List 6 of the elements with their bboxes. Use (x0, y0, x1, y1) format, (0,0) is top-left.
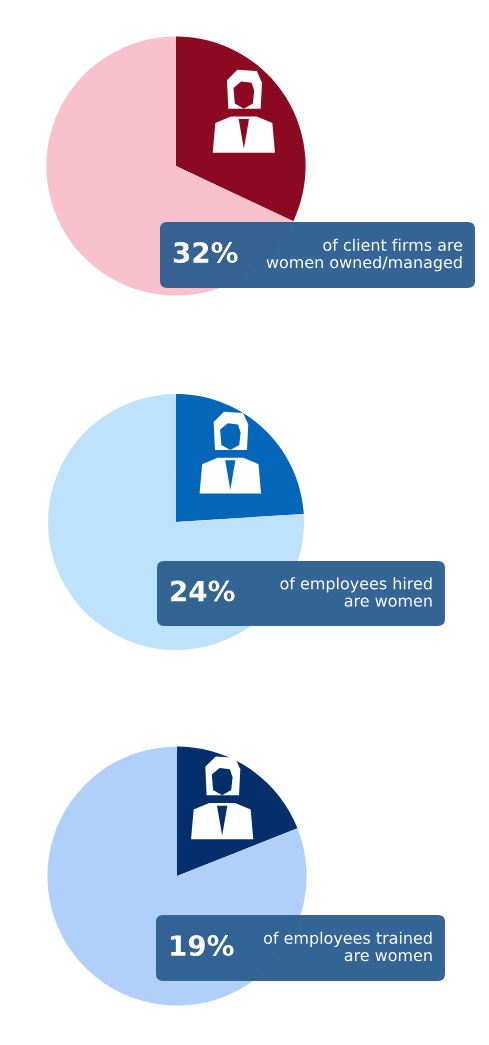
text: 32% (173, 242, 238, 264)
text: of client firms are women owned/managed (266, 238, 463, 272)
text: 19% (171, 935, 234, 957)
text: 24% (171, 580, 235, 602)
text: of employees hired are women (280, 577, 432, 607)
text: of employees trained are women (264, 931, 432, 962)
